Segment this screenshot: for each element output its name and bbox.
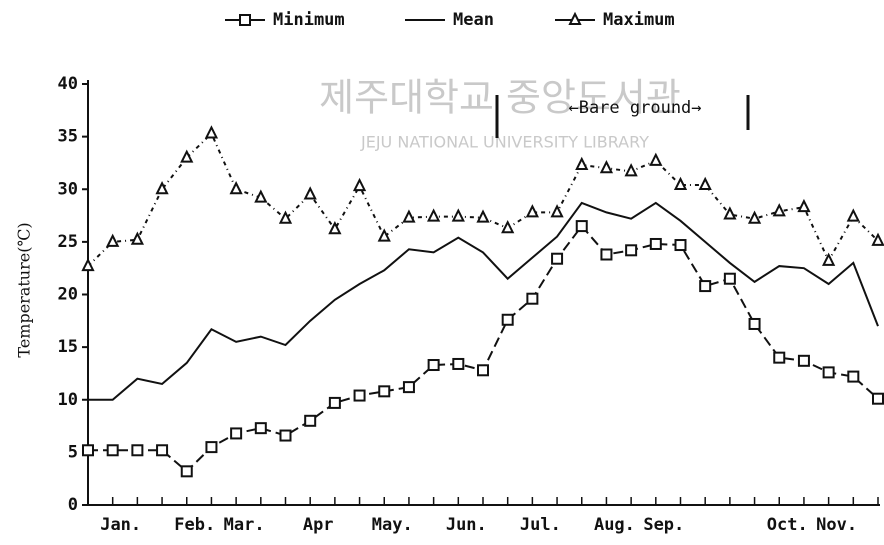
point xyxy=(156,444,169,457)
point xyxy=(476,209,490,223)
point xyxy=(624,163,638,177)
point xyxy=(180,149,194,163)
point xyxy=(402,209,416,223)
point xyxy=(822,366,835,379)
x-tick-label: Apr xyxy=(303,515,334,535)
legend-label: Maximum xyxy=(603,10,675,30)
point xyxy=(229,181,243,195)
series-line xyxy=(88,224,879,473)
y-tick-label: 30 xyxy=(58,179,78,199)
point xyxy=(452,357,465,370)
point xyxy=(352,177,367,192)
point xyxy=(204,125,219,139)
point xyxy=(847,370,860,383)
y-tick-label: 20 xyxy=(58,285,78,305)
point xyxy=(872,392,884,405)
point xyxy=(328,396,341,409)
x-tick-label: Jan. xyxy=(100,515,141,535)
series-line xyxy=(87,131,879,267)
point xyxy=(723,206,737,220)
point xyxy=(205,441,218,454)
x-tick-label: Oct. xyxy=(767,515,808,535)
point xyxy=(551,252,564,265)
y-tick-label: 5 xyxy=(68,442,78,462)
point xyxy=(82,444,94,457)
point xyxy=(871,232,884,246)
point xyxy=(526,292,539,305)
y-tick-label: 10 xyxy=(58,390,78,410)
point xyxy=(599,159,614,174)
point xyxy=(328,221,342,235)
point xyxy=(239,14,251,26)
x-tick-label: May. xyxy=(372,515,413,535)
x-tick-label: Jul. xyxy=(520,515,561,535)
point xyxy=(131,444,144,457)
point xyxy=(180,465,193,478)
point xyxy=(699,280,712,293)
point xyxy=(846,208,860,222)
point xyxy=(674,239,687,252)
x-tick-label: Mar. xyxy=(224,515,265,535)
point xyxy=(698,176,712,191)
y-tick-label: 40 xyxy=(58,74,78,94)
point xyxy=(155,181,169,195)
point xyxy=(797,354,810,367)
point xyxy=(501,313,514,326)
point xyxy=(501,219,515,234)
point xyxy=(649,237,662,250)
y-tick-label: 35 xyxy=(58,127,78,147)
point xyxy=(230,427,243,440)
point xyxy=(772,203,786,217)
point xyxy=(106,444,119,457)
point xyxy=(797,198,811,213)
point xyxy=(130,231,144,245)
point xyxy=(377,228,391,242)
y-tick-label: 15 xyxy=(58,337,78,357)
y-tick-label: 25 xyxy=(58,232,78,252)
point xyxy=(254,189,268,203)
point xyxy=(81,257,95,272)
point xyxy=(575,156,589,171)
point xyxy=(822,252,836,266)
series-line xyxy=(88,201,879,401)
point xyxy=(649,152,663,166)
point xyxy=(427,208,441,222)
point xyxy=(303,186,317,200)
point xyxy=(550,204,564,218)
point xyxy=(723,272,736,285)
point xyxy=(575,220,588,233)
point xyxy=(625,244,638,257)
x-tick-label: Feb. xyxy=(174,515,215,535)
watermark-subtitle: JEJU NATIONAL UNIVERSITY LIBRARY xyxy=(360,133,649,152)
point xyxy=(600,248,613,261)
point xyxy=(278,210,293,224)
point xyxy=(568,11,582,25)
point xyxy=(427,359,440,372)
point xyxy=(747,210,762,224)
point xyxy=(106,233,120,247)
legend-label: Minimum xyxy=(273,10,345,30)
point xyxy=(477,364,489,377)
point xyxy=(304,414,317,427)
point xyxy=(525,204,539,218)
y-axis-label: Temperature(℃) xyxy=(15,222,34,357)
x-tick-label: Jun. xyxy=(446,515,487,535)
x-tick-label: Aug. xyxy=(594,515,635,535)
point xyxy=(378,385,391,398)
x-tick-label: Sep. xyxy=(643,515,684,535)
point xyxy=(748,317,761,330)
watermark: 제주대학교 중앙도서관 xyxy=(319,76,681,120)
y-tick-label: 0 xyxy=(68,495,78,515)
point xyxy=(673,176,688,191)
x-tick-label: Nov. xyxy=(816,515,857,535)
legend-label: Mean xyxy=(453,10,494,30)
annotation: ←Bare ground→ xyxy=(568,98,701,118)
point xyxy=(451,208,465,222)
point xyxy=(279,429,292,442)
point xyxy=(353,389,366,402)
point xyxy=(254,422,267,435)
point xyxy=(773,351,786,364)
point xyxy=(402,381,415,394)
